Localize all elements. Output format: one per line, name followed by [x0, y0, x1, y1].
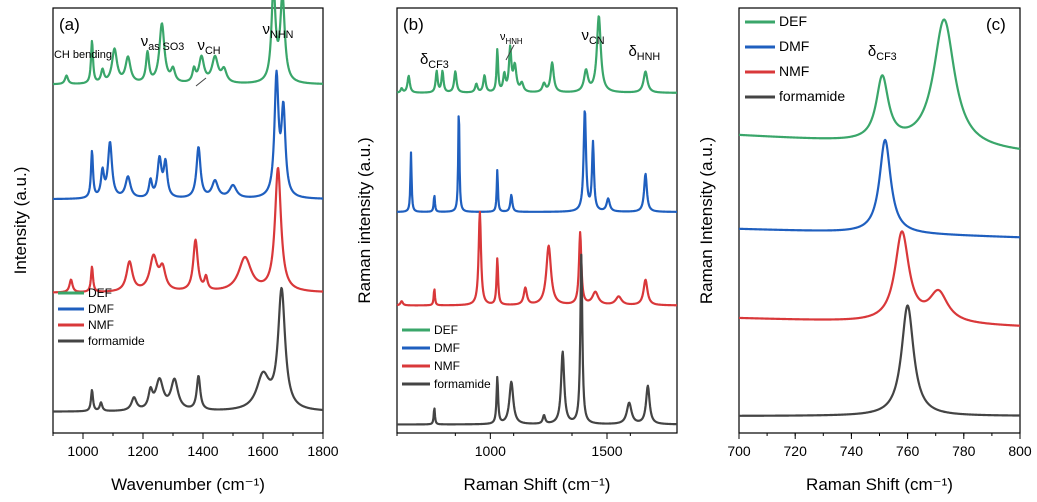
legend-label-DMF-a: DMF — [88, 302, 114, 316]
annotation-b: νCN — [581, 27, 604, 47]
legend-label-NMF-c: NMF — [779, 63, 809, 79]
x-tick-label-c: 780 — [952, 443, 976, 459]
trace-DMF-c — [738, 138, 1021, 239]
trace-DEF-c — [738, 18, 1021, 150]
trace-DMF-a — [52, 69, 324, 201]
panel-label-a: (a) — [59, 15, 80, 34]
x-tick-label-c: 760 — [896, 443, 920, 459]
annotation-a: νNHN — [263, 21, 294, 41]
y-axis-title-a: Intensity (a.u.) — [11, 167, 30, 275]
panel-label-c: (c) — [986, 15, 1006, 34]
legend-label-NMF-a: NMF — [88, 318, 114, 332]
x-tick-label-a: 1600 — [247, 443, 278, 459]
x-tick-label-a: 1200 — [127, 443, 158, 459]
y-axis-title-b: Raman intensity (a.u.) — [355, 137, 374, 303]
x-tick-label-b: 1000 — [475, 443, 506, 459]
annotation-arrow-a — [195, 77, 207, 87]
x-tick-label-b: 1500 — [591, 443, 622, 459]
x-tick-label-c: 700 — [727, 443, 751, 459]
trace-formamide-c — [738, 304, 1021, 417]
x-tick-label-c: 740 — [840, 443, 864, 459]
trace-DEF-a — [52, 0, 324, 86]
annotation-b: νHNH — [500, 31, 523, 46]
annotation-b: δHNH — [628, 43, 660, 63]
trace-formamide-a — [52, 286, 324, 413]
legend-label-formamide-a: formamide — [88, 334, 145, 348]
x-tick-label-a: 1400 — [187, 443, 218, 459]
trace-DEF-b — [396, 15, 678, 94]
legend-label-DMF-c: DMF — [779, 38, 809, 54]
x-axis-title-a: Wavenumber (cm⁻¹) — [111, 475, 265, 494]
trace-NMF-a — [52, 166, 324, 294]
legend-label-DMF-b: DMF — [434, 341, 460, 355]
x-tick-label-a: 1000 — [67, 443, 98, 459]
plot-frame-b — [396, 7, 678, 434]
panel-label-b: (b) — [403, 15, 424, 34]
x-axis-title-b: Raman Shift (cm⁻¹) — [464, 475, 611, 494]
legend-label-NMF-b: NMF — [434, 359, 460, 373]
plot-frame-a — [52, 7, 324, 434]
trace-formamide-b — [396, 253, 678, 426]
legend-label-DEF-a: DEF — [88, 286, 112, 300]
annotation-b: δCF3 — [420, 51, 449, 71]
annotation-a: νas SO3 — [141, 33, 185, 53]
x-axis-title-c: Raman Shift (cm⁻¹) — [806, 475, 953, 494]
annotation-arrow-b — [505, 44, 515, 61]
trace-DMF-b — [396, 110, 678, 213]
annotation-c: δCF3 — [868, 43, 897, 63]
y-axis-title-c: Raman Intensity (a.u.) — [697, 137, 716, 304]
trace-NMF-b — [396, 210, 678, 307]
legend-label-DEF-b: DEF — [434, 323, 458, 337]
legend-label-DEF-c: DEF — [779, 13, 807, 29]
trace-NMF-c — [738, 230, 1021, 327]
x-tick-label-a: 1800 — [307, 443, 338, 459]
annotation-a: νCH — [197, 37, 220, 57]
legend-label-formamide-c: formamide — [779, 88, 845, 104]
annotation-a: CH bending — [54, 49, 112, 61]
x-tick-label-c: 720 — [784, 443, 808, 459]
legend-label-formamide-b: formamide — [434, 377, 491, 391]
x-tick-label-c: 800 — [1008, 443, 1032, 459]
